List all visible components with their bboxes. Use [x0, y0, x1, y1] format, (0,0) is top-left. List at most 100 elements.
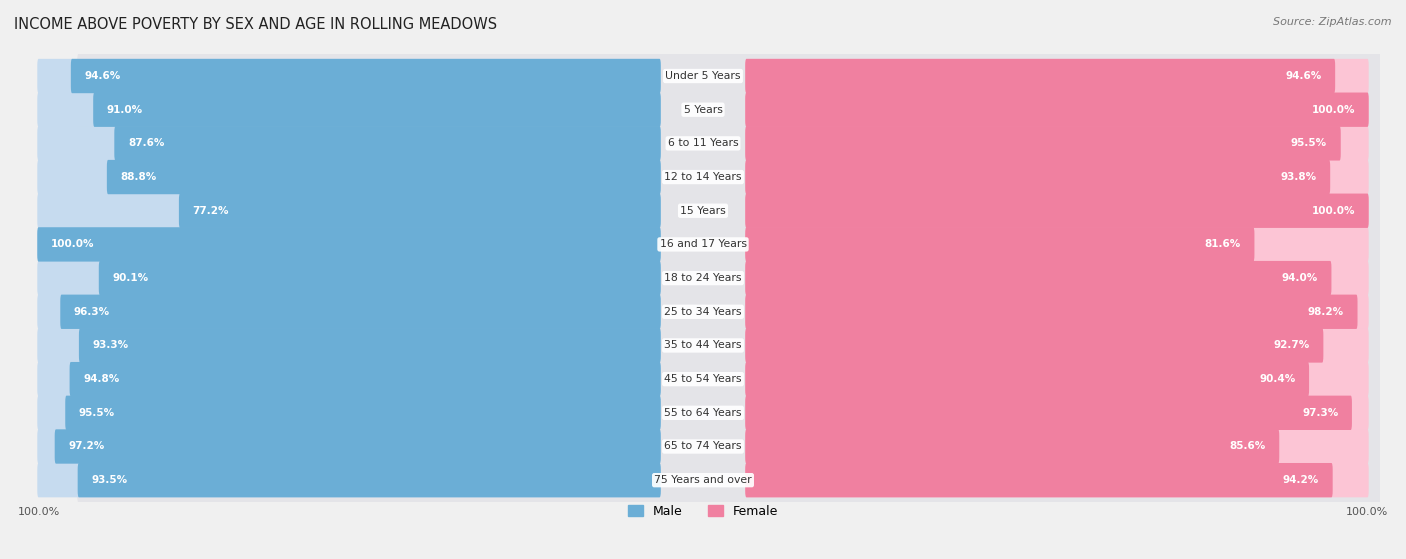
- FancyBboxPatch shape: [38, 362, 661, 396]
- Text: 18 to 24 Years: 18 to 24 Years: [664, 273, 742, 283]
- FancyBboxPatch shape: [38, 93, 661, 127]
- FancyBboxPatch shape: [38, 261, 661, 295]
- FancyBboxPatch shape: [38, 228, 661, 262]
- Text: 92.7%: 92.7%: [1274, 340, 1310, 350]
- FancyBboxPatch shape: [38, 295, 661, 329]
- FancyBboxPatch shape: [745, 362, 1368, 396]
- FancyBboxPatch shape: [77, 357, 1406, 402]
- Text: 100.0%: 100.0%: [1312, 105, 1355, 115]
- Text: 100.0%: 100.0%: [1312, 206, 1355, 216]
- Text: 15 Years: 15 Years: [681, 206, 725, 216]
- FancyBboxPatch shape: [745, 59, 1368, 93]
- FancyBboxPatch shape: [745, 59, 1336, 93]
- Text: Under 5 Years: Under 5 Years: [665, 71, 741, 81]
- Text: 93.3%: 93.3%: [93, 340, 129, 350]
- FancyBboxPatch shape: [745, 228, 1254, 262]
- Text: 93.8%: 93.8%: [1281, 172, 1316, 182]
- Text: 55 to 64 Years: 55 to 64 Years: [664, 408, 742, 418]
- FancyBboxPatch shape: [745, 295, 1358, 329]
- FancyBboxPatch shape: [745, 193, 1368, 228]
- FancyBboxPatch shape: [745, 160, 1368, 194]
- FancyBboxPatch shape: [77, 87, 1406, 132]
- Text: 45 to 54 Years: 45 to 54 Years: [664, 374, 742, 384]
- Text: 95.5%: 95.5%: [79, 408, 115, 418]
- Text: 25 to 34 Years: 25 to 34 Years: [664, 307, 742, 317]
- FancyBboxPatch shape: [60, 295, 661, 329]
- FancyBboxPatch shape: [114, 126, 661, 160]
- FancyBboxPatch shape: [65, 396, 661, 430]
- Legend: Male, Female: Male, Female: [623, 500, 783, 523]
- Text: 90.4%: 90.4%: [1260, 374, 1295, 384]
- Text: 91.0%: 91.0%: [107, 105, 143, 115]
- Text: 65 to 74 Years: 65 to 74 Years: [664, 442, 742, 452]
- FancyBboxPatch shape: [77, 188, 1406, 234]
- FancyBboxPatch shape: [745, 126, 1368, 160]
- FancyBboxPatch shape: [38, 463, 661, 498]
- FancyBboxPatch shape: [77, 255, 1406, 301]
- Text: 81.6%: 81.6%: [1205, 239, 1240, 249]
- FancyBboxPatch shape: [77, 53, 1406, 99]
- FancyBboxPatch shape: [77, 390, 1406, 435]
- FancyBboxPatch shape: [77, 323, 1406, 368]
- Text: 35 to 44 Years: 35 to 44 Years: [664, 340, 742, 350]
- FancyBboxPatch shape: [77, 121, 1406, 166]
- Text: Source: ZipAtlas.com: Source: ZipAtlas.com: [1274, 17, 1392, 27]
- FancyBboxPatch shape: [77, 463, 661, 498]
- Text: 90.1%: 90.1%: [112, 273, 149, 283]
- FancyBboxPatch shape: [77, 222, 1406, 267]
- FancyBboxPatch shape: [38, 126, 661, 160]
- FancyBboxPatch shape: [745, 126, 1341, 160]
- FancyBboxPatch shape: [745, 429, 1279, 463]
- FancyBboxPatch shape: [38, 228, 661, 262]
- FancyBboxPatch shape: [38, 429, 661, 463]
- Text: 16 and 17 Years: 16 and 17 Years: [659, 239, 747, 249]
- FancyBboxPatch shape: [745, 93, 1368, 127]
- FancyBboxPatch shape: [38, 193, 661, 228]
- FancyBboxPatch shape: [745, 328, 1323, 363]
- FancyBboxPatch shape: [745, 429, 1368, 463]
- Text: 75 Years and over: 75 Years and over: [654, 475, 752, 485]
- FancyBboxPatch shape: [745, 228, 1368, 262]
- Text: 94.0%: 94.0%: [1281, 273, 1317, 283]
- Text: 12 to 14 Years: 12 to 14 Years: [664, 172, 742, 182]
- FancyBboxPatch shape: [38, 396, 661, 430]
- FancyBboxPatch shape: [98, 261, 661, 295]
- Text: 94.6%: 94.6%: [1285, 71, 1322, 81]
- FancyBboxPatch shape: [179, 193, 661, 228]
- FancyBboxPatch shape: [745, 93, 1368, 127]
- Text: 88.8%: 88.8%: [121, 172, 156, 182]
- FancyBboxPatch shape: [93, 93, 661, 127]
- Text: 85.6%: 85.6%: [1229, 442, 1265, 452]
- FancyBboxPatch shape: [77, 457, 1406, 503]
- Text: INCOME ABOVE POVERTY BY SEX AND AGE IN ROLLING MEADOWS: INCOME ABOVE POVERTY BY SEX AND AGE IN R…: [14, 17, 498, 32]
- Text: 97.3%: 97.3%: [1302, 408, 1339, 418]
- FancyBboxPatch shape: [70, 362, 661, 396]
- FancyBboxPatch shape: [38, 328, 661, 363]
- Text: 100.0%: 100.0%: [51, 239, 94, 249]
- Text: 77.2%: 77.2%: [193, 206, 229, 216]
- FancyBboxPatch shape: [55, 429, 661, 463]
- Text: 94.2%: 94.2%: [1282, 475, 1319, 485]
- FancyBboxPatch shape: [77, 424, 1406, 469]
- FancyBboxPatch shape: [70, 59, 661, 93]
- FancyBboxPatch shape: [745, 328, 1368, 363]
- Text: 93.5%: 93.5%: [91, 475, 128, 485]
- Text: 97.2%: 97.2%: [69, 442, 104, 452]
- FancyBboxPatch shape: [745, 463, 1333, 498]
- Text: 95.5%: 95.5%: [1291, 139, 1327, 148]
- FancyBboxPatch shape: [745, 193, 1368, 228]
- FancyBboxPatch shape: [745, 396, 1368, 430]
- Text: 87.6%: 87.6%: [128, 139, 165, 148]
- FancyBboxPatch shape: [745, 261, 1331, 295]
- Text: 6 to 11 Years: 6 to 11 Years: [668, 139, 738, 148]
- Text: 94.8%: 94.8%: [83, 374, 120, 384]
- FancyBboxPatch shape: [745, 463, 1368, 498]
- FancyBboxPatch shape: [38, 160, 661, 194]
- FancyBboxPatch shape: [79, 328, 661, 363]
- FancyBboxPatch shape: [745, 295, 1368, 329]
- FancyBboxPatch shape: [745, 362, 1309, 396]
- FancyBboxPatch shape: [745, 160, 1330, 194]
- Text: 96.3%: 96.3%: [75, 307, 110, 317]
- FancyBboxPatch shape: [77, 154, 1406, 200]
- Text: 98.2%: 98.2%: [1308, 307, 1344, 317]
